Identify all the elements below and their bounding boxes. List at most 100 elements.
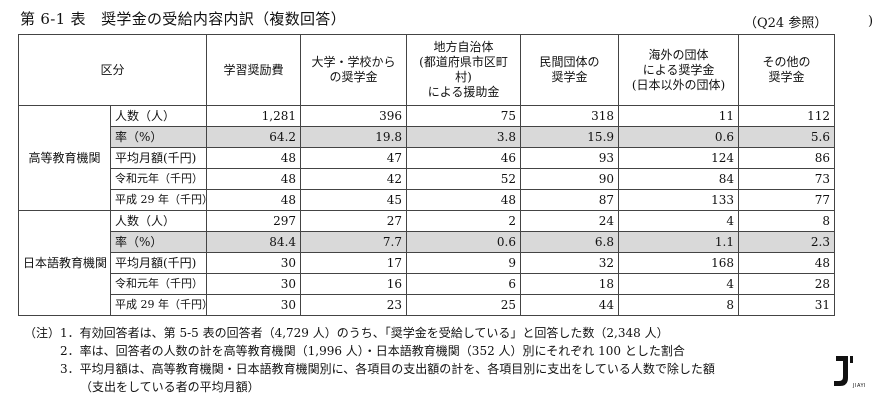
- table-row: 令和元年（千円） 30 16 6 18 4 28: [19, 274, 835, 295]
- cell: 2.3: [739, 232, 835, 253]
- cell: 1.1: [619, 232, 739, 253]
- row-label: 令和元年（千円）: [111, 274, 207, 295]
- cell: 28: [739, 274, 835, 295]
- cell: 168: [619, 253, 739, 274]
- cell: 30: [207, 274, 301, 295]
- cell: 48: [207, 148, 301, 169]
- header-col-5: 海外の団体 による奨学金 (日本以外の団体): [619, 35, 739, 106]
- cell: 48: [207, 190, 301, 211]
- header-col-1: 学習奨励費: [207, 35, 301, 106]
- table-row: 日本語教育機関 人数（人） 297 27 2 24 4 8: [19, 211, 835, 232]
- cell: 124: [619, 148, 739, 169]
- cell: 297: [207, 211, 301, 232]
- header-row: 区分 学習奨励費 大学・学校から の奨学金 地方自治体 (都道府県市区町村) による援…: [19, 35, 835, 106]
- cell: 47: [301, 148, 407, 169]
- cell: 8: [619, 295, 739, 316]
- cell: 73: [739, 169, 835, 190]
- header-col-6: その他の 奨学金: [739, 35, 835, 106]
- cell: 30: [207, 253, 301, 274]
- cell: 6: [407, 274, 521, 295]
- cell: 27: [301, 211, 407, 232]
- reference-note: （Q24 参照）: [744, 12, 827, 31]
- cell: 64.2: [207, 127, 301, 148]
- cell: 396: [301, 106, 407, 127]
- row-label: 平成 29 年（千円）: [111, 295, 207, 316]
- cell: 90: [521, 169, 619, 190]
- table-row: 率（%） 84.4 7.7 0.6 6.8 1.1 2.3: [19, 232, 835, 253]
- row-label: 平成 29 年（千円）: [111, 190, 207, 211]
- cell: 6.8: [521, 232, 619, 253]
- table-row: 令和元年（千円） 48 42 52 90 84 73: [19, 169, 835, 190]
- cell: 93: [521, 148, 619, 169]
- cell: 25: [407, 295, 521, 316]
- row-label: 人数（人）: [111, 211, 207, 232]
- cell: 1,281: [207, 106, 301, 127]
- cell: 7.7: [301, 232, 407, 253]
- cell: 11: [619, 106, 739, 127]
- scholarship-table: 区分 学習奨励費 大学・学校から の奨学金 地方自治体 (都道府県市区町村) による援…: [18, 34, 835, 316]
- cell: 46: [407, 148, 521, 169]
- row-label: 平均月額(千円): [111, 148, 207, 169]
- cell: 84.4: [207, 232, 301, 253]
- cell: 5.6: [739, 127, 835, 148]
- cell: 133: [619, 190, 739, 211]
- table-title: 第 6-1 表 奨学金の受給内容内訳（複数回答）: [20, 8, 346, 29]
- header-col-2: 大学・学校から の奨学金: [301, 35, 407, 106]
- header-col-3: 地方自治体 (都道府県市区町村) による援助金: [407, 35, 521, 106]
- cell: 15.9: [521, 127, 619, 148]
- cell: 84: [619, 169, 739, 190]
- group-label: 日本語教育機関: [19, 211, 111, 316]
- table-row: 率（%） 64.2 19.8 3.8 15.9 0.6 5.6: [19, 127, 835, 148]
- cell: 17: [301, 253, 407, 274]
- cell: 0.6: [619, 127, 739, 148]
- cell: 19.8: [301, 127, 407, 148]
- footnote-3: 3．平均月額は、高等教育機関・日本語教育機関別に、各項目の支出額の計を、各項目別…: [24, 360, 715, 378]
- row-label: 令和元年（千円）: [111, 169, 207, 190]
- cell: 318: [521, 106, 619, 127]
- cell: 24: [521, 211, 619, 232]
- row-label: 平均月額(千円): [111, 253, 207, 274]
- table-row: 平成 29 年（千円） 48 45 48 87 133 77: [19, 190, 835, 211]
- cell: 30: [207, 295, 301, 316]
- cell: 86: [739, 148, 835, 169]
- cell: 0.6: [407, 232, 521, 253]
- table-row: 平成 29 年（千円） 30 23 25 44 8 31: [19, 295, 835, 316]
- cell: 42: [301, 169, 407, 190]
- cell: 2: [407, 211, 521, 232]
- cell: 44: [521, 295, 619, 316]
- closing-paren: ): [868, 14, 873, 29]
- notes-label: （注）: [24, 324, 60, 342]
- row-label: 人数（人）: [111, 106, 207, 127]
- row-label: 率（%）: [111, 127, 207, 148]
- svg-text:JIAYI: JIAYI: [852, 383, 866, 389]
- group-label: 高等教育機関: [19, 106, 111, 211]
- cell: 77: [739, 190, 835, 211]
- cell: 4: [619, 274, 739, 295]
- cell: 52: [407, 169, 521, 190]
- footnotes: （注）1．有効回答者は、第 5-5 表の回答者（4,729 人）のうち、「奨学金…: [24, 324, 715, 396]
- cell: 23: [301, 295, 407, 316]
- cell: 31: [739, 295, 835, 316]
- cell: 4: [619, 211, 739, 232]
- cell: 8: [739, 211, 835, 232]
- cell: 112: [739, 106, 835, 127]
- cell: 9: [407, 253, 521, 274]
- cell: 87: [521, 190, 619, 211]
- cell: 18: [521, 274, 619, 295]
- cell: 48: [739, 253, 835, 274]
- jiayi-logo: JIAYI: [826, 352, 870, 392]
- row-label: 率（%）: [111, 232, 207, 253]
- table-row: 平均月額(千円) 30 17 9 32 168 48: [19, 253, 835, 274]
- cell: 75: [407, 106, 521, 127]
- table-row: 高等教育機関 人数（人） 1,281 396 75 318 11 112: [19, 106, 835, 127]
- cell: 3.8: [407, 127, 521, 148]
- cell: 48: [407, 190, 521, 211]
- cell: 48: [207, 169, 301, 190]
- footnote-1: （注）1．有効回答者は、第 5-5 表の回答者（4,729 人）のうち、「奨学金…: [24, 324, 715, 342]
- header-col-4: 民間団体の 奨学金: [521, 35, 619, 106]
- table-row: 平均月額(千円) 48 47 46 93 124 86: [19, 148, 835, 169]
- cell: 45: [301, 190, 407, 211]
- cell: 16: [301, 274, 407, 295]
- footnote-2: 2．率は、回答者の人数の計を高等教育機関（1,996 人）・日本語教育機関（35…: [24, 342, 715, 360]
- cell: 32: [521, 253, 619, 274]
